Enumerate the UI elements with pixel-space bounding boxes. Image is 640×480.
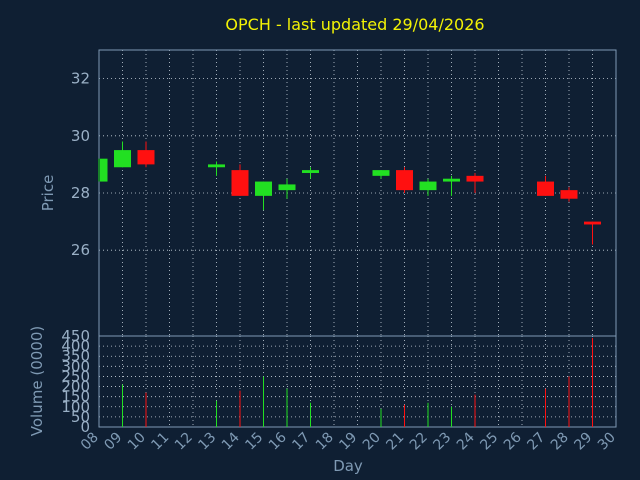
candle-27 <box>537 175 554 196</box>
candle-body <box>466 175 484 182</box>
price-tick-label: 32 <box>71 70 90 88</box>
volume-tick-label: 100 <box>61 398 90 416</box>
candle-body <box>208 164 225 168</box>
candle-24 <box>466 172 484 193</box>
candle-21 <box>396 167 413 193</box>
price-tick-label: 26 <box>71 241 90 259</box>
candle-body <box>255 181 272 196</box>
volume-tick-label: 250 <box>61 367 90 385</box>
volume-tick-label: 0 <box>80 418 90 436</box>
x-ticks: 08 09 10 11 12 13 14 15 16 17 18 19 20 21 22 23 24 25 26 27… <box>78 429 619 453</box>
volume-tick-label: 150 <box>61 388 90 406</box>
volume-tick-label: 200 <box>61 378 90 396</box>
candle-22 <box>419 178 437 196</box>
candle-body <box>419 181 437 191</box>
x-axis-label: Day <box>333 457 363 475</box>
candle-body <box>443 178 460 182</box>
volume-tick-label: 450 <box>61 327 90 345</box>
volume-tick-label: 400 <box>61 337 90 355</box>
volume-tick-label: 350 <box>61 347 90 365</box>
candle-08 <box>98 158 108 182</box>
candle-body <box>302 170 319 173</box>
price-tick-label: 28 <box>71 184 90 202</box>
candle-15 <box>255 181 272 211</box>
candle-16 <box>278 178 296 199</box>
candle-body <box>278 184 296 191</box>
candles <box>98 141 601 245</box>
candle-body <box>372 170 390 176</box>
candle-09 <box>114 141 131 168</box>
candle-29 <box>584 221 601 245</box>
candle-13 <box>208 161 225 176</box>
price-axis-label: Price <box>39 175 57 212</box>
candle-body <box>231 170 249 196</box>
candle-body <box>537 181 554 196</box>
volume-tick-label: 50 <box>71 408 90 426</box>
candle-body <box>114 150 131 168</box>
volume-plot-area <box>98 335 617 428</box>
candle-body <box>137 150 155 165</box>
volume-bars <box>122 338 593 427</box>
candle-20 <box>372 170 390 179</box>
candle-17 <box>302 167 319 179</box>
candle-14 <box>231 164 249 196</box>
volume-tick-label: 300 <box>61 357 90 375</box>
volume-axis-label: Volume (0000) <box>28 326 46 436</box>
candle-10 <box>137 141 155 168</box>
candle-body <box>560 190 578 199</box>
candle-28 <box>560 187 578 202</box>
candle-body <box>396 170 413 191</box>
candle-body <box>584 221 601 225</box>
price-y-ticks: 26 28 30 32 <box>71 70 90 260</box>
price-tick-label: 30 <box>71 127 90 145</box>
candle-body <box>100 158 108 182</box>
chart-title: OPCH - last updated 29/04/2026 <box>225 15 484 34</box>
candle-23 <box>443 175 460 196</box>
